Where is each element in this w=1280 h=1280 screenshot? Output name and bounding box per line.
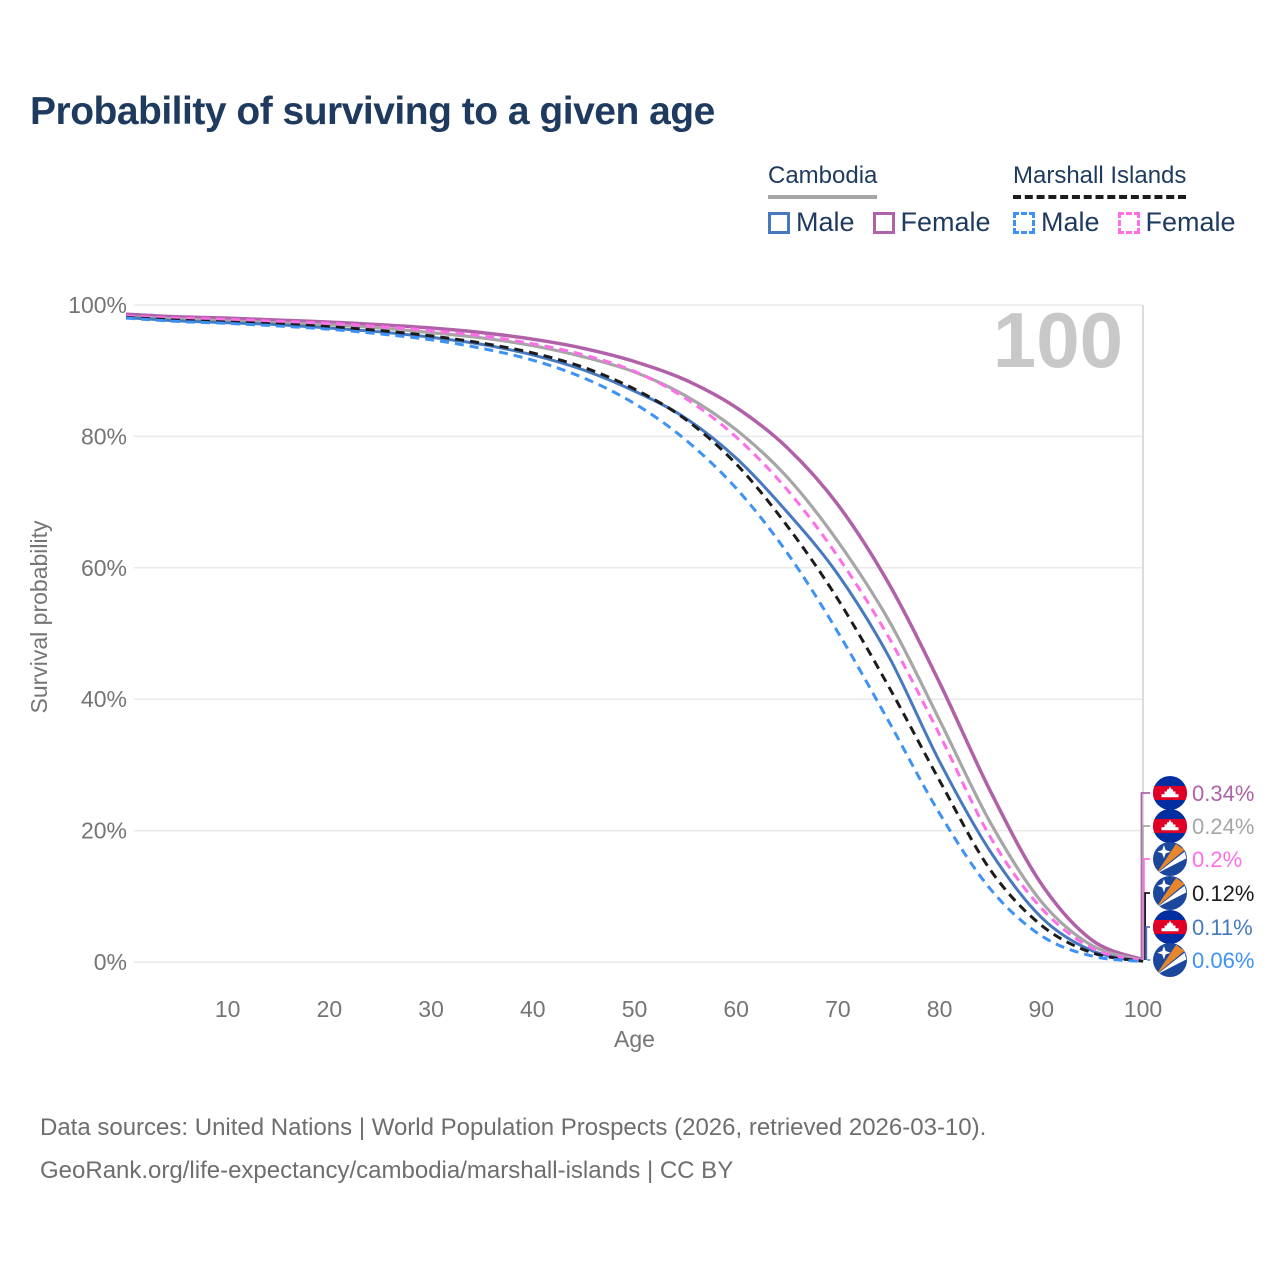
legend-item-marshall-islands-female[interactable]: Female xyxy=(1117,207,1236,238)
marshall-islands-flag-icon xyxy=(1153,842,1187,876)
marshall-islands-flag-icon xyxy=(1153,943,1187,977)
series-line-marshall-islands-male[interactable] xyxy=(125,316,1144,964)
end-label-connector-cambodia-female xyxy=(1140,792,1150,960)
y-tick-label: 80% xyxy=(81,423,127,449)
marshall-islands-male-swatch-icon xyxy=(1013,211,1035,234)
cambodia-female-swatch-icon xyxy=(872,211,895,234)
series-line-cambodia-female[interactable] xyxy=(125,312,1144,962)
legend-item-label: Female xyxy=(1145,207,1236,237)
cambodia-flag-icon xyxy=(1153,776,1187,810)
legend-item-label: Male xyxy=(1041,207,1100,237)
legend-heading-cambodia[interactable]: Cambodia xyxy=(768,162,878,199)
end-label-connector-marshall-islands-female xyxy=(1143,858,1150,960)
survival-probability-chart: 100% 80% 60% 40% 20% 0% 10 20 30 40 50 60 70 80 90 100 A… xyxy=(26,292,1254,1052)
cambodia-male-swatch-icon xyxy=(768,211,790,234)
end-label-cambodia-male[interactable]: 0.11% xyxy=(1153,910,1253,944)
end-label-value: 0.2% xyxy=(1192,847,1242,872)
legend-items-marshall-islands: Male Female xyxy=(1013,207,1236,238)
x-tick-label: 20 xyxy=(317,996,343,1022)
x-tick-label: 30 xyxy=(418,996,444,1022)
legend-item-label: Female xyxy=(900,207,991,237)
footer: Data sources: United Nations | World Pop… xyxy=(40,1106,986,1192)
end-label-value: 0.34% xyxy=(1192,781,1254,806)
legend-item-cambodia-female[interactable]: Female xyxy=(872,207,991,238)
x-axis-title: Age xyxy=(614,1026,655,1052)
end-label-connector-cambodia-both xyxy=(1141,825,1150,960)
legend-items-cambodia: Male Female xyxy=(768,207,991,238)
marshall-islands-flag-icon xyxy=(1153,876,1187,910)
x-tick-label: 40 xyxy=(520,996,546,1022)
x-tick-label: 100 xyxy=(1124,996,1162,1022)
legend-group-marshall-islands: Marshall Islands Male Female xyxy=(1013,162,1236,238)
x-tick-label: 90 xyxy=(1029,996,1055,1022)
y-tick-label: 0% xyxy=(94,949,127,975)
legend-item-marshall-islands-male[interactable]: Male xyxy=(1013,207,1100,238)
end-label-marshall-islands-female[interactable]: 0.2% xyxy=(1153,842,1242,876)
series-line-marshall-islands-both[interactable] xyxy=(125,316,1144,963)
cambodia-flag-icon xyxy=(1153,809,1187,843)
x-tick-label: 10 xyxy=(215,996,241,1022)
end-label-value: 0.24% xyxy=(1192,814,1254,839)
x-tick-label: 50 xyxy=(622,996,648,1022)
series-line-cambodia-male[interactable] xyxy=(125,316,1144,963)
age-watermark: 100 xyxy=(993,296,1123,384)
legend-heading-marshall-islands[interactable]: Marshall Islands xyxy=(1013,162,1187,199)
legend-item-label: Male xyxy=(796,207,855,237)
cambodia-flag-icon xyxy=(1153,910,1187,944)
legend-group-cambodia: Cambodia Male Female xyxy=(768,162,991,238)
y-tick-label: 100% xyxy=(68,292,127,318)
end-label-connector-marshall-islands-both xyxy=(1144,892,1150,960)
end-label-marshall-islands-male[interactable]: 0.06% xyxy=(1153,943,1254,977)
end-label-value: 0.11% xyxy=(1192,915,1253,940)
end-label-connector-cambodia-male xyxy=(1145,926,1150,960)
end-label-value: 0.12% xyxy=(1192,881,1254,906)
y-tick-label: 40% xyxy=(81,686,127,712)
end-label-cambodia-both[interactable]: 0.24% xyxy=(1153,809,1254,843)
x-tick-label: 60 xyxy=(723,996,749,1022)
footer-attribution: GeoRank.org/life-expectancy/cambodia/mar… xyxy=(40,1157,734,1184)
end-label-value: 0.06% xyxy=(1192,948,1254,973)
end-label-marshall-islands-both[interactable]: 0.12% xyxy=(1153,876,1254,910)
x-tick-label: 70 xyxy=(825,996,851,1022)
legend-item-cambodia-male[interactable]: Male xyxy=(768,207,855,238)
y-axis-title: Survival probability xyxy=(26,520,52,714)
end-label-cambodia-female[interactable]: 0.34% xyxy=(1153,776,1254,810)
footer-data-sources: Data sources: United Nations | World Pop… xyxy=(40,1114,987,1141)
series-line-cambodia-both[interactable] xyxy=(125,315,1144,962)
marshall-islands-female-swatch-icon xyxy=(1117,211,1140,234)
page-title: Probability of surviving to a given age xyxy=(30,90,715,133)
series-line-marshall-islands-female[interactable] xyxy=(125,314,1144,963)
y-tick-label: 60% xyxy=(81,555,127,581)
y-tick-label: 20% xyxy=(81,818,127,844)
x-tick-label: 80 xyxy=(927,996,953,1022)
